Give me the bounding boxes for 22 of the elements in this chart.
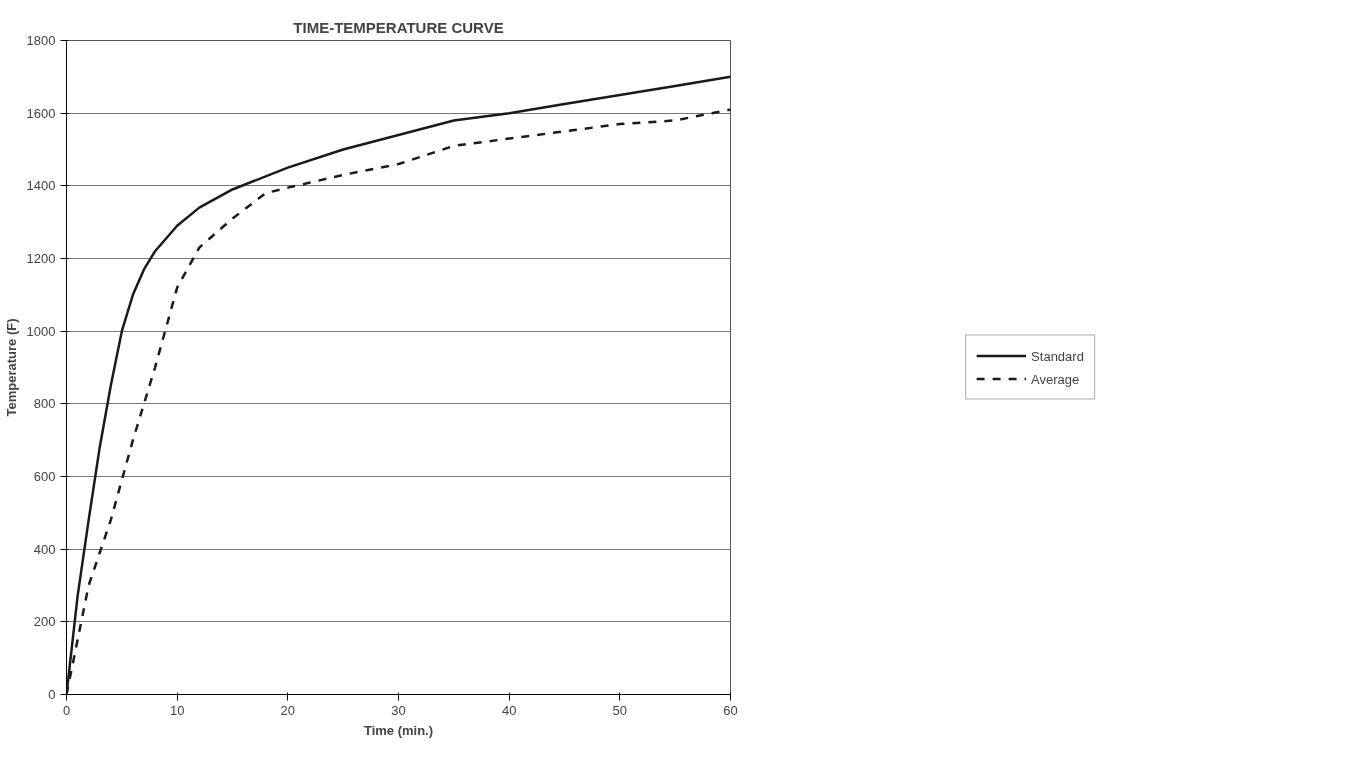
- x-tick-label: 60: [723, 702, 738, 718]
- chart-title: TIME-TEMPERATURE CURVE: [293, 18, 504, 36]
- y-tick-label: 1000: [26, 323, 56, 339]
- x-tick-label: 50: [612, 702, 628, 718]
- y-tick-label: 600: [33, 469, 56, 484]
- y-tick-label: 0: [48, 687, 56, 702]
- y-axis-title: Temperature (F): [3, 318, 19, 417]
- x-axis-title: Time (min.): [363, 722, 434, 738]
- legend-label: Standard: [1031, 348, 1084, 363]
- y-tick-label: 1400: [26, 178, 56, 194]
- legend-label: Average: [1031, 371, 1080, 386]
- y-tick-label: 200: [33, 614, 56, 630]
- x-tick-label: 40: [501, 702, 517, 718]
- x-tick-label: 30: [391, 702, 406, 718]
- x-tick-label: 0: [62, 702, 71, 718]
- y-tick-label: 1200: [26, 251, 56, 266]
- y-tick-label: 1800: [26, 33, 56, 48]
- y-tick-label: 800: [33, 396, 56, 412]
- y-tick-label: 1600: [26, 105, 56, 121]
- x-tick-label: 20: [280, 702, 296, 718]
- y-tick-label: 400: [33, 541, 56, 557]
- x-tick-label: 10: [169, 702, 185, 718]
